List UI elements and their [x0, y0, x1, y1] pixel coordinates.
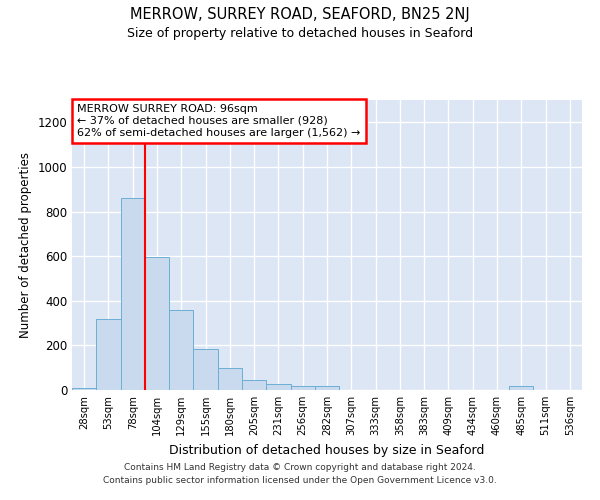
- X-axis label: Distribution of detached houses by size in Seaford: Distribution of detached houses by size …: [169, 444, 485, 456]
- Bar: [169, 310, 193, 390]
- Bar: [193, 348, 218, 390]
- Bar: [266, 384, 290, 390]
- Text: MERROW, SURREY ROAD, SEAFORD, BN25 2NJ: MERROW, SURREY ROAD, SEAFORD, BN25 2NJ: [130, 8, 470, 22]
- Text: Size of property relative to detached houses in Seaford: Size of property relative to detached ho…: [127, 28, 473, 40]
- Text: MERROW SURREY ROAD: 96sqm
← 37% of detached houses are smaller (928)
62% of semi: MERROW SURREY ROAD: 96sqm ← 37% of detac…: [77, 104, 361, 138]
- Text: Contains HM Land Registry data © Crown copyright and database right 2024.: Contains HM Land Registry data © Crown c…: [124, 462, 476, 471]
- Bar: [315, 386, 339, 390]
- Y-axis label: Number of detached properties: Number of detached properties: [19, 152, 32, 338]
- Bar: [121, 198, 145, 390]
- Bar: [72, 388, 96, 390]
- Bar: [145, 258, 169, 390]
- Text: Contains public sector information licensed under the Open Government Licence v3: Contains public sector information licen…: [103, 476, 497, 485]
- Bar: [242, 380, 266, 390]
- Bar: [290, 386, 315, 390]
- Bar: [509, 386, 533, 390]
- Bar: [96, 318, 121, 390]
- Bar: [218, 368, 242, 390]
